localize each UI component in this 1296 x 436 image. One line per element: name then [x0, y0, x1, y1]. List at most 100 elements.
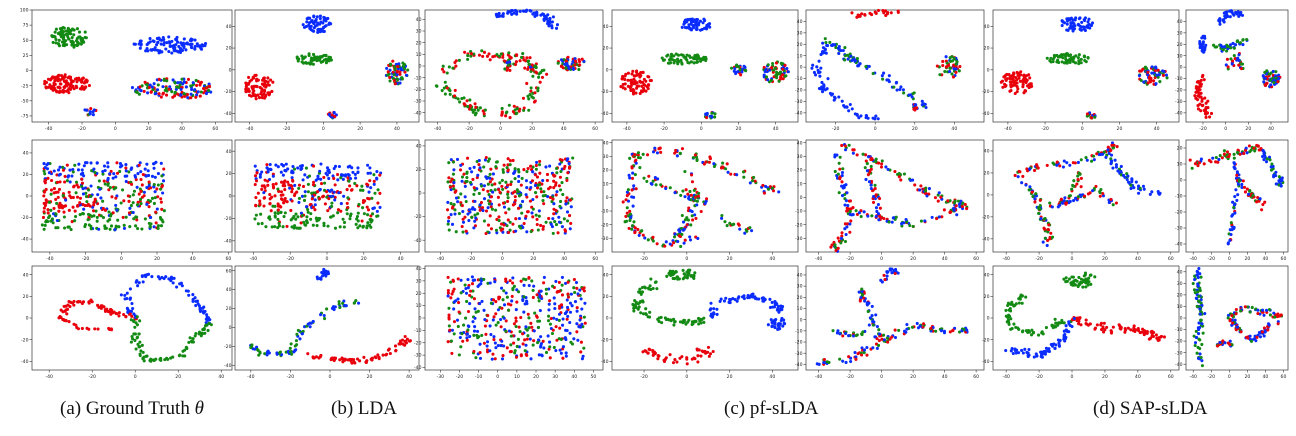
data-point — [565, 196, 569, 200]
data-point — [1222, 11, 1226, 15]
data-point — [93, 170, 97, 175]
data-point — [253, 93, 257, 97]
data-point — [139, 170, 143, 174]
data-point — [506, 66, 510, 70]
y-tick-label: 20 — [226, 171, 232, 177]
data-point — [1203, 111, 1207, 115]
data-point — [845, 191, 849, 195]
data-point — [344, 173, 348, 177]
x-tick-label: 0 — [501, 256, 504, 262]
data-point — [318, 14, 322, 18]
data-point — [75, 80, 79, 84]
data-point — [634, 161, 638, 165]
data-point — [207, 84, 211, 88]
data-point — [66, 26, 70, 30]
data-point — [482, 197, 487, 201]
data-point — [690, 180, 695, 184]
data-point — [527, 62, 531, 66]
data-point — [864, 177, 868, 182]
data-point — [182, 80, 186, 84]
data-point — [149, 215, 153, 219]
data-point — [1193, 94, 1197, 98]
data-point — [641, 152, 645, 156]
data-point — [740, 70, 744, 74]
data-point — [193, 334, 197, 338]
data-point — [703, 201, 707, 205]
data-point — [72, 299, 76, 303]
data-point — [305, 17, 309, 21]
data-point — [398, 72, 402, 76]
data-point — [512, 171, 516, 175]
data-point — [874, 206, 879, 210]
data-point — [514, 63, 518, 67]
data-point — [398, 70, 402, 74]
data-point — [512, 104, 516, 108]
data-point — [138, 85, 142, 89]
x-tick-label: -20 — [1208, 256, 1216, 262]
y-tick-label: 20 — [984, 46, 990, 52]
data-point — [260, 82, 264, 86]
data-point — [568, 227, 572, 231]
data-point — [1230, 10, 1234, 14]
data-point — [46, 211, 50, 215]
data-point — [1222, 45, 1227, 49]
data-point — [187, 293, 191, 297]
data-point — [1065, 28, 1069, 32]
data-point — [1194, 90, 1198, 94]
data-point — [472, 165, 476, 169]
data-point — [1009, 77, 1013, 81]
data-point — [668, 61, 672, 65]
data-point — [326, 224, 330, 228]
data-point — [155, 43, 159, 47]
data-point — [392, 73, 396, 77]
data-point — [1111, 203, 1115, 207]
data-point — [281, 225, 285, 229]
data-point — [198, 94, 202, 98]
y-tick-label: 10 — [1177, 53, 1183, 59]
data-point — [448, 92, 452, 96]
data-point — [140, 227, 144, 231]
data-point — [315, 219, 319, 223]
data-point — [120, 188, 125, 192]
data-point — [465, 179, 469, 183]
data-point — [496, 195, 500, 199]
data-point — [517, 174, 521, 178]
y-tick-label: -10 — [1175, 194, 1183, 200]
data-point — [507, 103, 511, 107]
data-point — [1251, 193, 1255, 197]
data-point — [844, 183, 848, 187]
data-point — [936, 199, 940, 203]
data-point — [149, 90, 153, 94]
x-tick-label: 20 — [910, 256, 916, 262]
data-point — [1226, 45, 1230, 49]
data-point — [1235, 150, 1240, 154]
data-point — [565, 62, 569, 66]
data-point — [720, 216, 724, 220]
data-point — [1232, 46, 1236, 50]
data-point — [191, 337, 195, 341]
data-point — [830, 243, 834, 247]
data-point — [1022, 74, 1026, 78]
data-point — [834, 45, 838, 49]
data-point — [554, 209, 558, 213]
data-point — [159, 161, 163, 165]
data-point — [189, 84, 193, 88]
data-point — [488, 172, 492, 176]
data-point — [1079, 185, 1083, 189]
data-point — [563, 229, 568, 233]
y-tick-label: 0 — [987, 193, 990, 199]
data-point — [115, 208, 119, 212]
data-point — [83, 161, 88, 165]
data-point — [704, 58, 708, 63]
data-point — [582, 59, 586, 63]
data-point — [339, 202, 343, 206]
data-point — [1229, 232, 1233, 237]
data-point — [67, 174, 71, 178]
data-point — [1141, 184, 1145, 188]
data-point — [1232, 54, 1236, 58]
data-point — [371, 212, 375, 216]
y-tick-label: 40 — [23, 272, 29, 278]
data-point — [72, 45, 76, 49]
data-point — [201, 310, 205, 314]
